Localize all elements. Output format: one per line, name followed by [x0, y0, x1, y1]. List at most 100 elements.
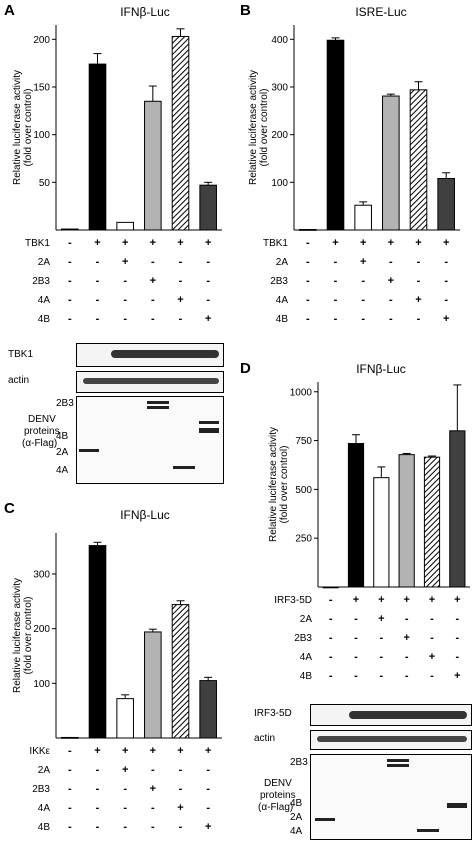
treatment-sign-a-3-2: - — [123, 294, 127, 306]
denv-line3-a: (α-Flag) — [22, 438, 58, 449]
treatment-sign-b-4-5: + — [443, 313, 449, 325]
treatment-label-c-0: IKKε — [29, 746, 50, 757]
treatment-sign-c-2-5: - — [206, 783, 210, 795]
treatment-sign-c-2-0: - — [68, 783, 72, 795]
treatment-sign-a-4-0: - — [68, 313, 72, 325]
treatment-sign-c-1-5: - — [206, 764, 210, 776]
treatment-sign-a-0-4: + — [177, 237, 183, 249]
treatment-sign-b-0-2: + — [360, 237, 366, 249]
bar-d-5 — [449, 430, 466, 588]
treatment-sign-a-0-1: + — [94, 237, 100, 249]
treatment-sign-c-2-1: - — [96, 783, 100, 795]
treatment-sign-c-0-5: + — [205, 745, 211, 757]
treatment-sign-a-4-3: - — [151, 313, 155, 325]
treatment-sign-a-0-5: + — [205, 237, 211, 249]
treatment-sign-d-2-5: - — [455, 632, 459, 644]
treatment-sign-b-2-4: - — [417, 275, 421, 287]
treatment-sign-c-3-3: - — [151, 802, 155, 814]
treatment-label-b-1: 2A — [276, 257, 289, 268]
treatment-sign-c-3-0: - — [68, 802, 72, 814]
bar-d-2 — [373, 477, 390, 588]
y-tick-label-d-0: 250 — [295, 534, 312, 545]
treatment-sign-b-1-4: - — [417, 256, 421, 268]
treatment-sign-d-3-4: + — [429, 651, 435, 663]
treatment-sign-d-0-5: + — [454, 594, 460, 606]
treatment-label-c-4: 4B — [38, 822, 51, 833]
panel-letter-a: A — [4, 2, 15, 19]
treatment-sign-b-4-2: - — [361, 313, 365, 325]
treatment-sign-a-2-4: - — [179, 275, 183, 287]
y-tick-label-c-1: 200 — [33, 624, 50, 635]
treatment-sign-a-3-4: + — [177, 294, 183, 306]
treatment-sign-b-0-5: + — [443, 237, 449, 249]
treatment-sign-b-3-1: - — [334, 294, 338, 306]
bar-a-2 — [116, 221, 134, 231]
y-axis-label-a-1: (fold over control) — [23, 89, 34, 167]
treatment-sign-c-0-0: - — [68, 745, 72, 757]
bar-d-3 — [398, 454, 415, 588]
denv-marker-d-2b3: 2B3 — [290, 757, 308, 768]
treatment-sign-b-4-0: - — [306, 313, 310, 325]
treatment-label-d-4: 4B — [300, 671, 313, 682]
treatment-sign-d-3-5: - — [455, 651, 459, 663]
blot-label-a-tbk1: TBK1 — [8, 349, 34, 360]
panel-title-c: IFNβ-Luc — [120, 508, 170, 522]
panel-title-a: IFNβ-Luc — [120, 5, 170, 19]
y-tick-label-c-0: 100 — [33, 679, 50, 690]
treatment-sign-d-2-1: - — [354, 632, 358, 644]
treatment-sign-a-2-5: - — [206, 275, 210, 287]
treatment-label-c-3: 4A — [38, 803, 51, 814]
treatment-label-b-2: 2B3 — [270, 276, 288, 287]
treatment-label-b-0: TBK1 — [263, 238, 288, 249]
treatment-sign-c-4-5: + — [205, 821, 211, 833]
denv-line2-d: proteins — [260, 790, 296, 801]
treatment-sign-a-1-2: + — [122, 256, 128, 268]
y-tick-label-a-2: 150 — [33, 82, 50, 93]
treatment-sign-c-4-4: - — [179, 821, 183, 833]
treatment-sign-a-1-3: - — [151, 256, 155, 268]
bar-a-3 — [144, 100, 162, 231]
blot-a-actin — [76, 371, 224, 393]
treatment-sign-a-2-1: - — [96, 275, 100, 287]
treatment-sign-b-0-1: + — [332, 237, 338, 249]
bar-a-5 — [199, 184, 217, 231]
treatment-label-b-3: 4A — [276, 295, 289, 306]
denv-marker-d-4b: 4B — [290, 798, 303, 809]
denv-marker-d-4a: 4A — [290, 826, 303, 837]
denv-marker-a-4b: 4B — [56, 431, 69, 442]
treatment-sign-c-1-4: - — [179, 764, 183, 776]
treatment-sign-d-0-1: + — [353, 594, 359, 606]
denv-line3-d: (α-Flag) — [258, 802, 294, 813]
treatment-sign-a-3-5: - — [206, 294, 210, 306]
treatment-sign-d-2-4: - — [430, 632, 434, 644]
treatment-sign-b-0-3: + — [388, 237, 394, 249]
treatment-sign-d-3-1: - — [354, 651, 358, 663]
treatment-sign-d-0-3: + — [403, 594, 409, 606]
treatment-sign-c-0-4: + — [177, 745, 183, 757]
y-tick-label-a-0: 50 — [39, 178, 51, 189]
treatment-sign-d-4-4: - — [430, 670, 434, 682]
treatment-sign-c-1-0: - — [68, 764, 72, 776]
y-tick-label-a-3: 200 — [33, 35, 50, 46]
treatment-label-d-3: 4A — [300, 652, 313, 663]
bar-c-5 — [199, 680, 217, 739]
treatment-sign-b-2-3: + — [388, 275, 394, 287]
treatment-sign-a-4-5: + — [205, 313, 211, 325]
blot-d-denv — [310, 754, 472, 840]
bar-b-1 — [326, 39, 345, 231]
denv-line1-d: DENV — [264, 778, 292, 789]
treatment-label-b-4: 4B — [276, 314, 289, 325]
treatment-sign-a-2-2: - — [123, 275, 127, 287]
treatment-sign-c-3-5: - — [206, 802, 210, 814]
treatment-label-a-4: 4B — [38, 314, 51, 325]
denv-marker-d-2a: 2A — [290, 812, 303, 823]
treatment-sign-c-4-0: - — [68, 821, 72, 833]
treatment-sign-a-2-3: + — [150, 275, 156, 287]
treatment-sign-d-3-3: - — [405, 651, 409, 663]
panel-letter-b: B — [240, 2, 251, 19]
treatment-sign-a-3-3: - — [151, 294, 155, 306]
y-axis-label-b-0: Relative luciferase activity — [248, 70, 259, 185]
denv-marker-a-2b3: 2B3 — [56, 398, 74, 409]
treatment-sign-d-4-2: - — [379, 670, 383, 682]
